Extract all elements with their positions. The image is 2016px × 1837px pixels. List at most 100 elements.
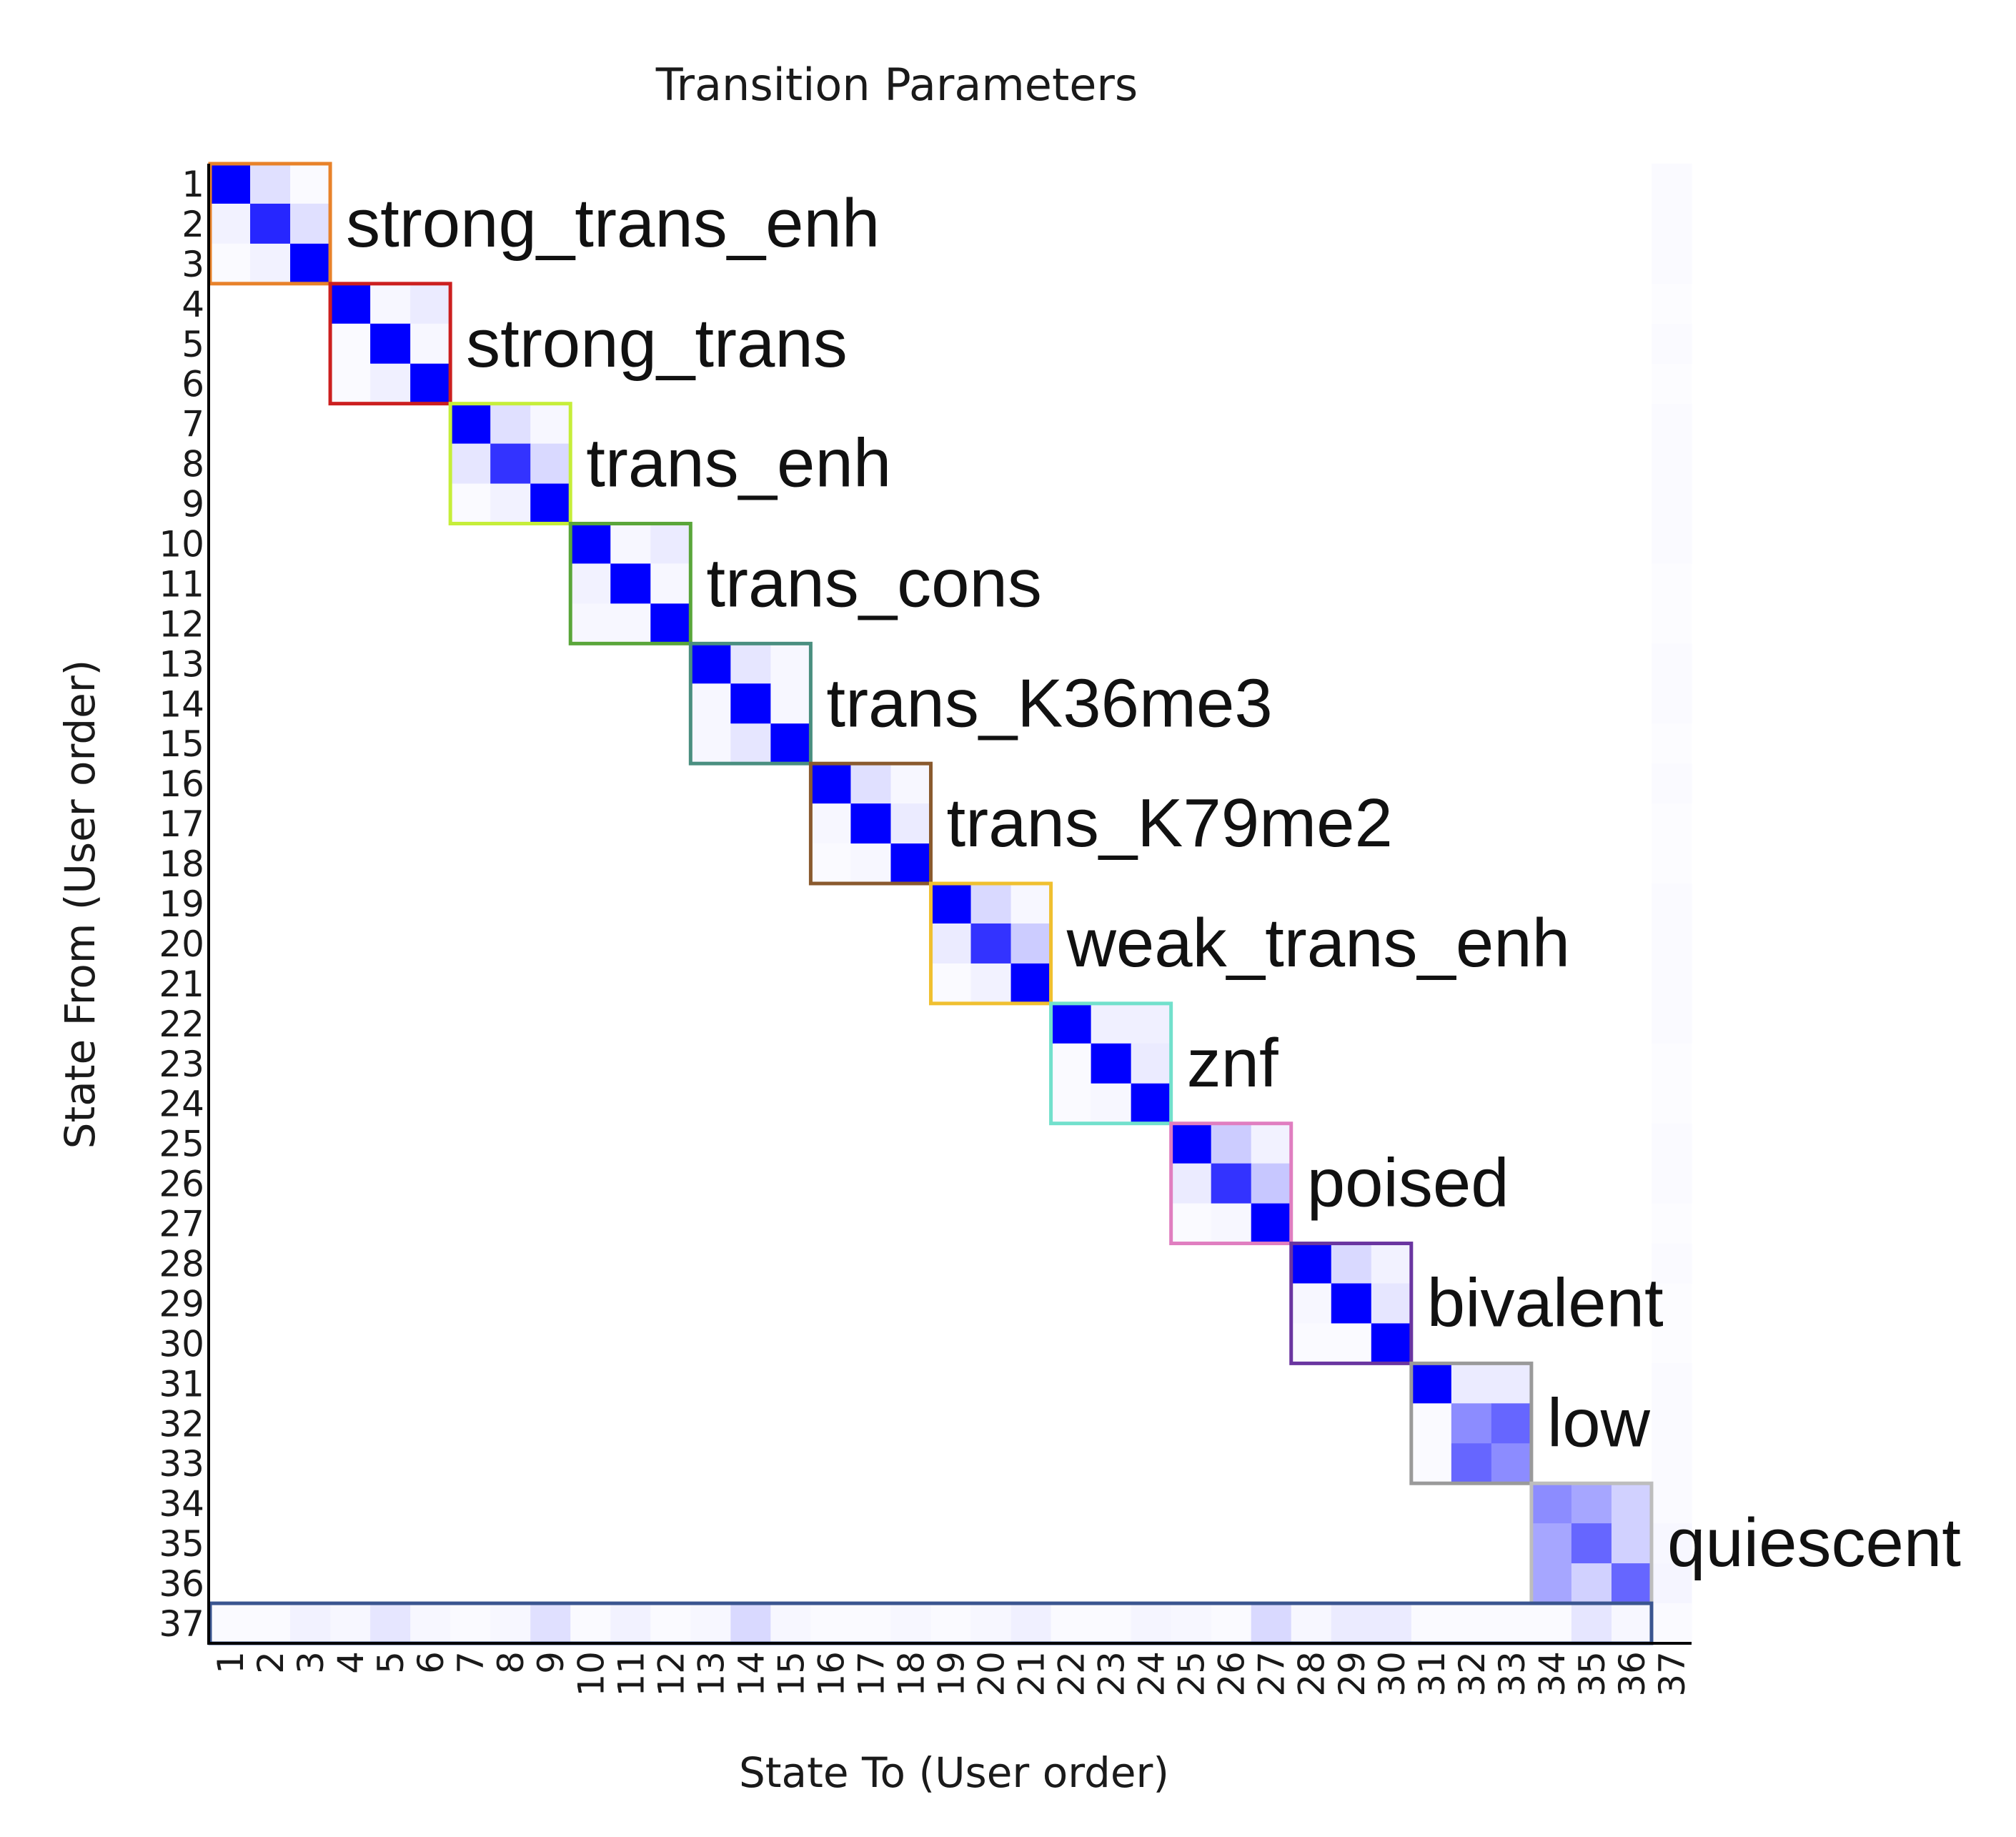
heatmap-cell-37-37	[1651, 1603, 1692, 1644]
heatmap-cell-37-12	[650, 1603, 691, 1644]
group-label-poised: poised	[1307, 1145, 1509, 1222]
heatmap-cell-7-7	[450, 403, 491, 445]
y-tick-4: 4	[182, 284, 204, 325]
heatmap-cell-22-24	[1131, 1003, 1172, 1044]
x-tick-7: 7	[450, 1651, 492, 1674]
axes	[207, 164, 1692, 1645]
heatmap-cell-21-21	[1011, 963, 1052, 1004]
heatmap-cell-11-11	[610, 563, 651, 605]
group-box-znf	[1049, 1001, 1173, 1126]
x-tick-37: 37	[1652, 1651, 1693, 1697]
heatmap-cells	[210, 164, 1692, 1644]
heatmap-cell-2-37	[1651, 203, 1692, 244]
heatmap-cell-19-21	[1011, 883, 1052, 924]
heatmap-cell-24-22	[1051, 1083, 1092, 1124]
heatmap-cell-26-25	[1171, 1163, 1212, 1204]
heatmap-cell-36-37	[1651, 1563, 1692, 1604]
heatmap-cell-37-26	[1211, 1603, 1252, 1644]
x-tick-36: 36	[1612, 1651, 1653, 1697]
y-tick-19: 19	[159, 883, 204, 925]
heatmap-cell-20-20	[970, 923, 1012, 964]
heatmap-cell-19-37	[1651, 883, 1692, 924]
heatmap-cell-32-37	[1651, 1403, 1692, 1444]
group-boxes	[208, 162, 1654, 1645]
y-tick-28: 28	[159, 1244, 204, 1285]
heatmap-cell-37-22	[1051, 1603, 1092, 1644]
y-tick-8: 8	[182, 444, 204, 485]
x-tick-9: 9	[530, 1651, 572, 1674]
heatmap-cell-13-37	[1651, 643, 1692, 684]
heatmap-cell-25-27	[1251, 1123, 1292, 1164]
heatmap-cell-35-37	[1651, 1523, 1692, 1564]
heatmap-cell-10-12	[650, 523, 691, 565]
group-box-trans-K79me2	[808, 761, 933, 886]
heatmap-cell-27-26	[1211, 1203, 1252, 1244]
heatmap-cell-25-26	[1211, 1123, 1252, 1164]
x-tick-26: 26	[1211, 1651, 1253, 1697]
group-box-trans-K36me3	[688, 641, 813, 766]
y-tick-1: 1	[182, 164, 204, 205]
heatmap-cell-12-10	[570, 603, 611, 644]
heatmap-cell-36-34	[1531, 1563, 1572, 1604]
heatmap-cell-4-5	[370, 283, 411, 325]
heatmap-cell-29-29	[1331, 1283, 1372, 1324]
group-label-weak-trans-enh: weak_trans_enh	[1066, 905, 1570, 981]
heatmap-cell-1-3	[290, 164, 331, 204]
x-tick-1: 1	[210, 1651, 252, 1674]
heatmap-cell-37-30	[1371, 1603, 1412, 1644]
y-tick-10: 10	[159, 523, 204, 565]
heatmap-cell-15-37	[1651, 723, 1692, 764]
group-label-trans-cons: trans_cons	[706, 545, 1042, 621]
heatmap-cell-32-33	[1491, 1403, 1532, 1444]
heatmap-cell-17-37	[1651, 803, 1692, 844]
heatmap-cell-22-23	[1091, 1003, 1132, 1044]
heatmap-cell-14-15	[770, 683, 812, 724]
y-tick-2: 2	[182, 204, 204, 245]
heatmap-cell-2-2	[250, 203, 291, 244]
group-box-trans-cons	[568, 522, 692, 645]
heatmap-cell-37-3	[290, 1603, 331, 1644]
y-tick-30: 30	[159, 1323, 204, 1365]
heatmap-cell-28-29	[1331, 1243, 1372, 1284]
x-tick-2: 2	[250, 1651, 292, 1674]
heatmap-cell-37-31	[1411, 1603, 1452, 1644]
heatmap-cell-9-8	[490, 483, 531, 525]
heatmap-cell-20-21	[1011, 923, 1052, 964]
heatmap-cell-6-6	[410, 363, 451, 405]
heatmap-cell-37-34	[1531, 1603, 1572, 1644]
x-tick-28: 28	[1291, 1651, 1333, 1697]
heatmap-cell-37-15	[770, 1603, 812, 1644]
heatmap-cell-3-37	[1651, 243, 1692, 284]
heatmap-cell-33-31	[1411, 1443, 1452, 1484]
x-tick-23: 23	[1091, 1651, 1133, 1697]
heatmap-cell-17-16	[810, 803, 852, 844]
x-tick-10: 10	[570, 1651, 612, 1697]
heatmap-cell-1-37	[1651, 164, 1692, 204]
heatmap-cell-9-37	[1651, 483, 1692, 525]
heatmap-cell-3-3	[290, 243, 331, 284]
heatmap-cell-37-13	[690, 1603, 731, 1644]
heatmap-cell-17-18	[890, 803, 932, 844]
y-tick-25: 25	[159, 1124, 204, 1165]
heatmap-cell-30-37	[1651, 1323, 1692, 1364]
group-label-quiescent: quiescent	[1667, 1505, 1961, 1581]
heatmap-cell-27-37	[1651, 1203, 1692, 1244]
group-labels: strong_trans_enh strong_trans trans_enhtra…	[346, 185, 1961, 1581]
heatmap-cell-11-37	[1651, 563, 1692, 605]
x-tick-29: 29	[1331, 1651, 1373, 1697]
y-tick-31: 31	[159, 1363, 204, 1405]
heatmap-cell-29-30	[1371, 1283, 1412, 1324]
y-tick-34: 34	[159, 1483, 204, 1525]
heatmap-cell-7-9	[530, 403, 571, 445]
x-tick-13: 13	[690, 1651, 732, 1697]
heatmap-cell-2-1	[210, 203, 251, 244]
heatmap-cell-37-28	[1291, 1603, 1332, 1644]
heatmap-cell-19-20	[970, 883, 1012, 924]
x-tick-4: 4	[330, 1651, 372, 1674]
heatmap-cell-8-37	[1651, 443, 1692, 485]
group-label-strong-trans-enh: strong_trans_enh	[346, 185, 880, 262]
heatmap-cell-37-6	[410, 1603, 451, 1644]
group-box-weak-trans-enh	[928, 881, 1053, 1006]
y-tick-12: 12	[159, 603, 204, 645]
